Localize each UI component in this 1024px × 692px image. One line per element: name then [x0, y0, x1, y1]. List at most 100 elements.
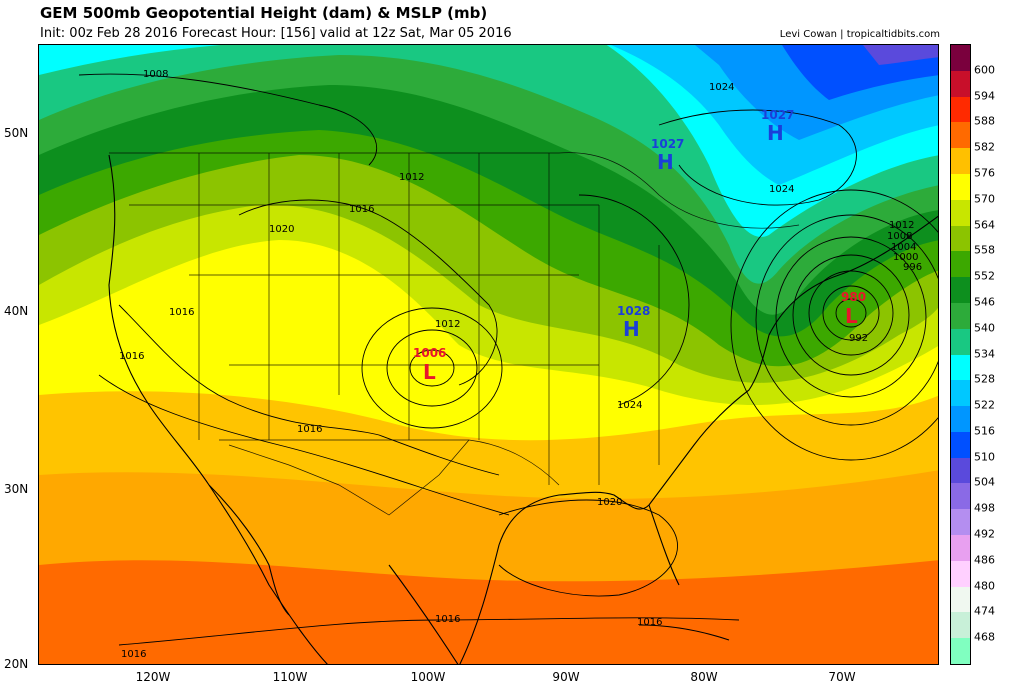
low-center-value: 1006 [413, 346, 446, 360]
colorbar-swatch [951, 70, 970, 98]
isobar-label: 1004 [891, 242, 916, 253]
colorbar-swatch [951, 535, 970, 562]
coastlines [108, 154, 938, 664]
lat-label: 20N [4, 657, 29, 671]
isobar-label: 1016 [121, 649, 146, 660]
lat-label: 30N [4, 482, 29, 496]
isobar-label: 1008 [143, 69, 168, 80]
colorbar-swatch [951, 457, 970, 484]
colorbar-label: 600 [974, 63, 995, 77]
isobar-label: 1008 [887, 231, 912, 242]
isobar-label: 1024 [709, 82, 734, 93]
colorbar-swatch [951, 638, 970, 665]
high-center-letter: H [623, 317, 640, 341]
colorbar-swatch [951, 354, 970, 381]
isobar-label: 1020 [269, 224, 294, 235]
isobar-label: 1024 [617, 400, 642, 411]
colorbar-swatch [951, 483, 970, 510]
colorbar-label: 522 [974, 398, 995, 412]
high-center-value: 1028 [617, 304, 650, 318]
colorbar-swatch [951, 277, 970, 304]
colorbar-label: 558 [974, 243, 995, 257]
high-center-letter: H [657, 150, 674, 174]
colorbar-swatch [951, 560, 970, 588]
colorbar-label: 480 [974, 579, 995, 593]
isobar-label: 992 [849, 333, 868, 344]
colorbar-swatch [951, 45, 970, 72]
colorbar [950, 44, 971, 665]
lon-label: 80W [690, 670, 718, 684]
isobar-labels: 1008 1012 1016 1020 1016 1016 1016 1012 … [119, 69, 922, 660]
high-center-value: 1027 [651, 137, 684, 151]
colorbar-swatch [951, 509, 970, 536]
colorbar-label: 534 [974, 347, 995, 360]
borders [109, 152, 800, 516]
colorbar-label: 588 [974, 114, 995, 128]
band-504 [863, 45, 938, 65]
colorbar-label: 552 [974, 269, 995, 283]
high-center-value: 1027 [761, 108, 794, 122]
isobar-label: 1016 [349, 204, 374, 215]
colorbar-label: 504 [974, 475, 995, 489]
isobar-label: 1012 [435, 319, 460, 330]
colorbar-swatch [951, 380, 970, 407]
colorbar-swatch [951, 431, 970, 459]
colorbar-swatch [951, 122, 970, 149]
colorbar-label: 594 [974, 89, 995, 103]
low-center-value: 980 [841, 290, 866, 304]
isobar-label: 1016 [637, 617, 662, 628]
lat-label: 50N [4, 126, 29, 140]
credit-text: Levi Cowan | tropicaltidbits.com [779, 29, 940, 40]
pressure-centers: 1027 H 1027 H 1028 H 1006 L 980 L [413, 108, 866, 384]
isobar-label: 1016 [297, 424, 322, 435]
lon-label: 90W [552, 670, 580, 684]
colorbar-swatch [951, 612, 970, 639]
lon-label: 110W [272, 670, 308, 684]
lon-label: 100W [410, 670, 446, 684]
colorbar-swatch [951, 148, 970, 175]
colorbar-swatch [951, 173, 970, 201]
colorbar-label: 576 [974, 166, 995, 180]
colorbar-label: 564 [974, 218, 995, 232]
colorbar-swatch [951, 406, 970, 433]
colorbar-label: 540 [974, 321, 995, 335]
colorbar-label: 474 [974, 604, 995, 618]
colorbar-swatch [951, 328, 970, 355]
map-canvas: 1008 1012 1016 1020 1016 1016 1016 1012 … [39, 45, 938, 664]
isobar-label: 1020 [597, 497, 622, 508]
high-center-letter: H [767, 121, 784, 145]
isobar-label: 1016 [169, 307, 194, 318]
colorbar-swatch [951, 96, 970, 123]
lon-label: 120W [135, 670, 171, 684]
colorbar-swatch [951, 225, 970, 252]
low-center-letter: L [423, 360, 436, 384]
weather-map: 1008 1012 1016 1020 1016 1016 1016 1012 … [38, 44, 939, 665]
colorbar-label: 546 [974, 295, 995, 309]
colorbar-swatch [951, 586, 970, 613]
isobar-label: 1000 [893, 252, 918, 263]
colorbar-label: 582 [974, 140, 995, 154]
colorbar-label: 498 [974, 501, 995, 515]
colorbar-label: 510 [974, 450, 995, 464]
isobar-label: 1016 [435, 614, 460, 625]
colorbar-labels: 600 594 588 582 576 570 564 558 552 546 540 534 528 5… [974, 44, 1014, 665]
lon-label: 70W [828, 670, 856, 684]
colorbar-label: 528 [974, 372, 995, 386]
chart-subtitle: Init: 00z Feb 28 2016 Forecast Hour: [15… [40, 26, 512, 41]
colorbar-swatch [951, 199, 970, 227]
colorbar-label: 516 [974, 424, 995, 438]
colorbar-label: 570 [974, 192, 995, 206]
isobars [78, 73, 938, 646]
isobar-label: 1024 [769, 184, 794, 195]
lat-label: 40N [4, 304, 29, 318]
colorbar-swatch [951, 302, 970, 330]
colorbar-label: 468 [974, 630, 995, 644]
colorbar-swatch [951, 251, 970, 278]
isobar-label: 1016 [119, 351, 144, 362]
chart-title: GEM 500mb Geopotential Height (dam) & MS… [40, 4, 488, 22]
isobar-label: 996 [903, 262, 922, 273]
colorbar-label: 486 [974, 553, 995, 567]
low-center-letter: L [845, 304, 858, 328]
colorbar-label: 492 [974, 527, 995, 541]
isobar-label: 1012 [889, 220, 914, 231]
